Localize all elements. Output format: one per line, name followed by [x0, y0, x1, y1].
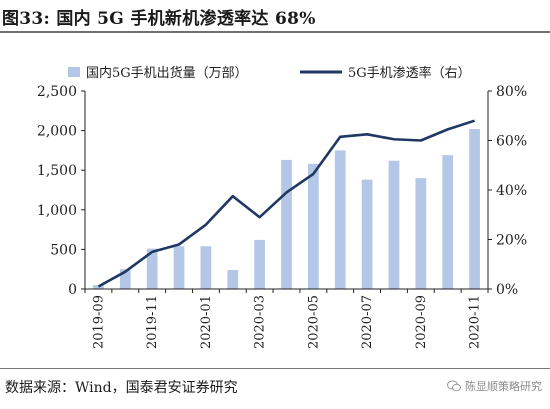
y-left-tick-label: 1,500 — [37, 163, 77, 179]
bar — [93, 285, 104, 289]
y-left-tick-label: 500 — [50, 242, 77, 258]
chart-title: 图33: 国内 5G 手机新机渗透率达 68% — [2, 9, 316, 29]
bar — [254, 239, 266, 289]
y-left-tick-label: 2,500 — [37, 84, 77, 100]
x-tick-label: 2020-07 — [360, 295, 375, 349]
y-right-tick-label: 60% — [496, 134, 527, 150]
bar — [227, 269, 239, 289]
bar — [119, 269, 131, 289]
bar — [307, 163, 319, 289]
line-series — [97, 119, 475, 288]
y-right-tick-label: 0% — [496, 282, 518, 298]
axes: 0 500 1,000 1,500 2,000 2,500 0% 20% 40% 60% 80% 20… — [37, 84, 527, 349]
x-tick-label: 2020-09 — [414, 295, 429, 349]
bar-series — [93, 129, 480, 289]
x-tick-label: 2020-11 — [468, 295, 483, 349]
y-left-tick-label: 2,000 — [37, 124, 77, 140]
chart: 国内5G手机出货量（万部） 5G手机渗透率（右） 0 500 1,000 1,500 2… — [37, 65, 527, 349]
y-left-tick-label: 1,000 — [37, 203, 77, 219]
legend-label-bar: 国内5G手机出货量（万部） — [86, 65, 248, 81]
legend-label-line: 5G手机渗透率（右） — [348, 65, 471, 81]
bar — [361, 179, 373, 289]
y-right-tick-label: 80% — [496, 84, 527, 100]
x-tick-label: 2019-09 — [91, 295, 106, 349]
bar — [415, 178, 427, 289]
bar — [442, 155, 454, 289]
y-left-tick-label: 0 — [68, 282, 77, 298]
wechat-icon — [447, 380, 461, 392]
watermark: 陈显顺策略研究 — [447, 378, 542, 394]
bar — [334, 150, 346, 289]
bar — [281, 159, 292, 289]
y-right-tick-label: 20% — [496, 233, 527, 249]
x-tick-label: 2019-11 — [145, 295, 160, 349]
x-tick-label: 2020-05 — [306, 295, 321, 349]
bar — [469, 129, 480, 289]
legend-swatch-bar — [68, 67, 80, 77]
bar — [388, 160, 400, 289]
bar — [173, 246, 185, 289]
x-tick-label: 2020-01 — [199, 295, 214, 349]
legend: 国内5G手机出货量（万部） 5G手机渗透率（右） — [68, 65, 471, 81]
source-note: 数据来源：Wind，国泰君安证券研究 — [5, 380, 238, 396]
bar — [200, 246, 212, 289]
bar — [146, 248, 158, 289]
title-bar: 图33: 国内 5G 手机新机渗透率达 68% — [0, 0, 550, 33]
footer-rule — [0, 368, 550, 369]
x-tick-label: 2020-03 — [253, 295, 268, 349]
y-right-tick-label: 40% — [496, 183, 527, 199]
watermark-text: 陈显顺策略研究 — [465, 380, 542, 393]
